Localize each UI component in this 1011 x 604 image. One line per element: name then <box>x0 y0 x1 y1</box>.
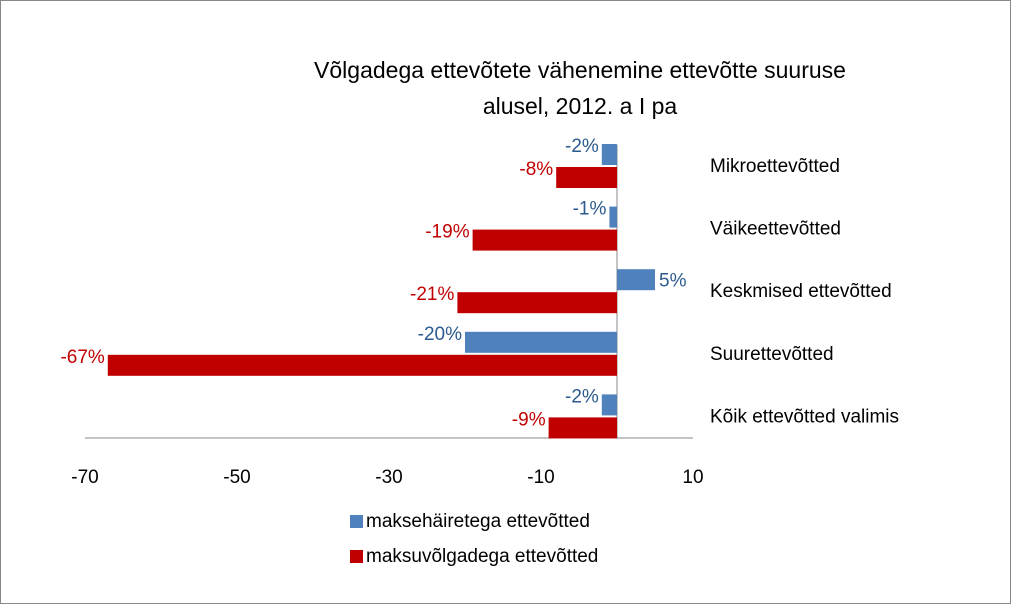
chart-title: Võlgadega ettevõtete vähenemine ettevõtt… <box>314 57 846 119</box>
legend-label: maksehäiretega ettevõtted <box>366 511 590 532</box>
bar <box>609 206 617 228</box>
data-label: -21% <box>410 284 454 305</box>
data-label: -8% <box>519 159 553 180</box>
data-label: 5% <box>659 271 687 292</box>
bar <box>472 229 617 251</box>
x-tick-label: 10 <box>682 467 703 488</box>
bar <box>548 417 617 439</box>
data-label: -2% <box>565 136 599 157</box>
chart-title-box: Võlgadega ettevõtete vähenemine ettevõtt… <box>205 52 955 124</box>
category-label: Väikeettevõtted <box>710 219 841 240</box>
x-tick-label: -50 <box>223 467 250 488</box>
bar <box>107 354 618 376</box>
data-label: -9% <box>512 409 546 430</box>
x-tick-label: -10 <box>527 467 554 488</box>
category-label: Mikroettevõtted <box>710 156 840 177</box>
data-label: -2% <box>565 386 599 407</box>
bar <box>601 144 617 165</box>
data-label: -1% <box>573 199 607 220</box>
category-label: Keskmised ettevõtted <box>710 281 892 302</box>
legend-swatch <box>350 550 363 563</box>
category-label: Kõik ettevõtted valimis <box>710 406 899 427</box>
data-label: -67% <box>60 347 104 368</box>
x-tick-label: -30 <box>375 467 402 488</box>
bar <box>617 269 655 291</box>
data-label: -19% <box>425 222 469 243</box>
data-label: -20% <box>418 324 462 345</box>
legend-label: maksuvõlgadega ettevõtted <box>366 546 598 567</box>
x-tick-label: -70 <box>71 467 98 488</box>
category-label: Suurettevõtted <box>710 344 834 365</box>
bar <box>601 394 617 416</box>
bar <box>556 167 617 188</box>
bar <box>465 331 617 353</box>
legend-swatch <box>350 515 363 528</box>
bar <box>457 292 617 314</box>
